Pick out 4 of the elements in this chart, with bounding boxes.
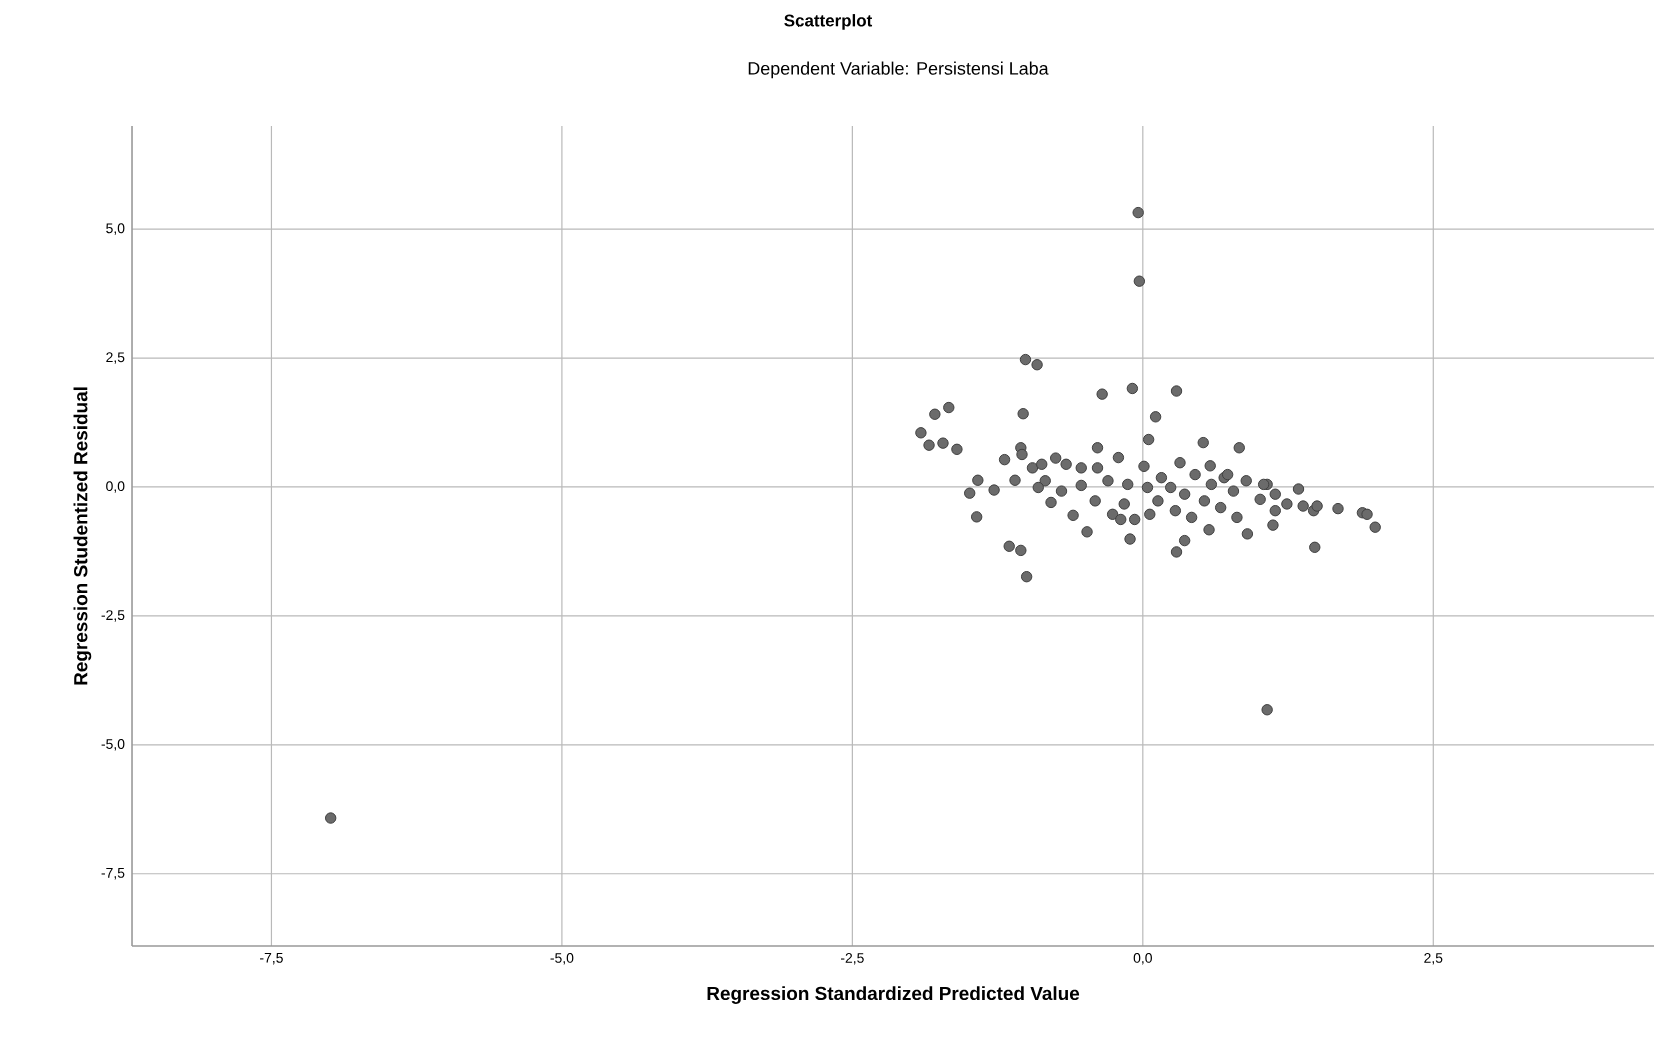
chart-subtitle: Dependent Variable: Persistensi Laba (748, 61, 1049, 79)
x-axis-title: Regression Standardized Predicted Value (707, 986, 1080, 1004)
y-axis-title: Regression Studentized Residual (73, 387, 92, 685)
chart-title: Scatterplot (784, 14, 873, 30)
